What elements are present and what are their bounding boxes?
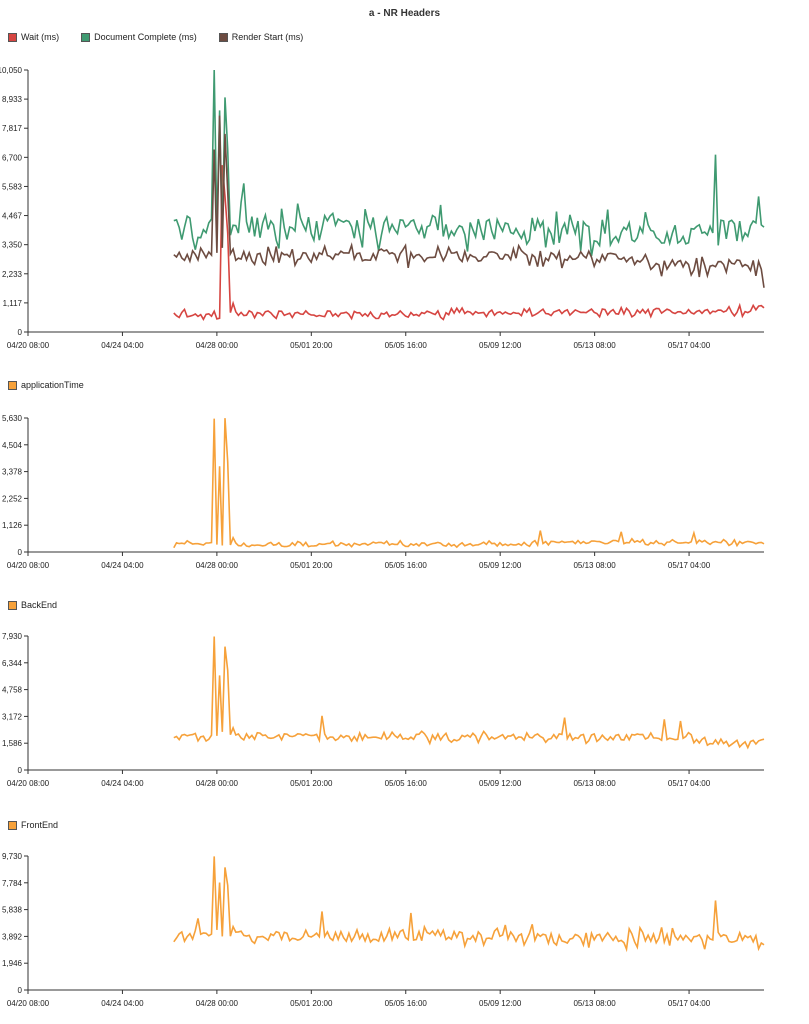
x-tick-label: 05/05 16:00 — [385, 779, 428, 788]
x-tick-label: 05/17 04:00 — [668, 561, 711, 570]
x-tick-label: 04/28 00:00 — [196, 779, 239, 788]
y-tick-label: 5,630 — [2, 414, 23, 423]
y-tick-label: 5,838 — [2, 906, 23, 915]
y-tick-label: 7,817 — [2, 124, 23, 133]
y-tick-label: 1,946 — [2, 959, 23, 968]
y-tick-label: 6,700 — [2, 153, 23, 162]
y-tick-label: 10,050 — [0, 66, 23, 75]
series-line-applicationtime — [173, 418, 765, 549]
legend-item-frontend[interactable]: FrontEnd — [8, 820, 58, 830]
chart-backend: 0 1,586 3,172 4,758 6,344 7,930 04/20 08:00 04/… — [2, 632, 765, 788]
x-tick-label: 04/24 04:00 — [101, 561, 144, 570]
backend-swatch-icon — [8, 600, 17, 610]
x-tick-label: 05/01 20:00 — [290, 561, 333, 570]
y-tick-label: 3,378 — [2, 468, 23, 477]
x-tick-label: 05/17 04:00 — [668, 341, 711, 350]
legend-item-render-start[interactable]: Render Start (ms) — [218, 32, 304, 42]
legend-item-document-complete[interactable]: Document Complete (ms) — [81, 32, 197, 42]
y-tick-label: 4,758 — [2, 686, 23, 695]
x-tick-label: 05/09 12:00 — [479, 999, 522, 1008]
y-tick-label: 7,930 — [2, 632, 23, 641]
x-tick-label: 05/09 12:00 — [479, 341, 522, 350]
legend-chart-3: BackEnd — [8, 598, 79, 612]
legend-item-application-time[interactable]: applicationTime — [8, 380, 84, 390]
series-line-backend — [173, 636, 765, 750]
y-tick-label: 5,583 — [2, 182, 23, 191]
y-tick-label: 3,350 — [2, 241, 23, 250]
document-complete-swatch-icon — [81, 32, 91, 42]
legend-item-wait[interactable]: Wait (ms) — [8, 32, 59, 42]
legend-label-wait: Wait (ms) — [21, 32, 60, 42]
y-tick-label: 1,126 — [2, 521, 23, 530]
x-tick-label: 05/09 12:00 — [479, 779, 522, 788]
y-tick-label: 1,586 — [2, 739, 23, 748]
series-line-frontend — [173, 856, 765, 953]
x-tick-label: 05/13 08:00 — [573, 561, 616, 570]
x-tick-label: 04/28 00:00 — [196, 561, 239, 570]
y-tick-label: 9,730 — [2, 852, 23, 861]
frontend-swatch-icon — [8, 820, 17, 830]
y-tick-label: 2,233 — [2, 270, 23, 279]
x-tick-label: 05/05 16:00 — [385, 999, 428, 1008]
x-tick-label: 05/13 08:00 — [573, 999, 616, 1008]
x-tick-label: 05/17 04:00 — [668, 779, 711, 788]
y-tick-label: 3,172 — [2, 712, 23, 721]
series-line-document-complete-ms — [173, 69, 765, 257]
application-time-swatch-icon — [8, 380, 17, 390]
x-tick-label: 05/01 20:00 — [290, 779, 333, 788]
legend-label-backend: BackEnd — [21, 600, 58, 610]
y-tick-label: 0 — [18, 548, 23, 557]
y-tick-label: 1,117 — [3, 299, 23, 308]
legend-chart-4: FrontEnd — [8, 818, 80, 832]
legend-label-application-time: applicationTime — [21, 380, 84, 390]
x-tick-label: 05/13 08:00 — [573, 341, 616, 350]
x-tick-label: 05/17 04:00 — [668, 999, 711, 1008]
y-tick-label: 4,504 — [2, 441, 23, 450]
y-tick-label: 7,784 — [2, 879, 23, 888]
y-tick-label: 2,252 — [2, 494, 23, 503]
x-tick-label: 05/13 08:00 — [573, 779, 616, 788]
y-tick-label: 3,892 — [2, 932, 23, 941]
wait-swatch-icon — [8, 32, 17, 42]
x-tick-label: 04/28 00:00 — [196, 999, 239, 1008]
y-tick-label: 8,933 — [2, 95, 23, 104]
chart-wait-document-render: 0 1,117 2,233 3,350 4,467 5,583 6,700 7,817 8,93… — [0, 66, 765, 350]
legend-chart-1: Wait (ms) Document Complete (ms) Render … — [8, 30, 325, 44]
legend-item-backend[interactable]: BackEnd — [8, 600, 57, 610]
x-tick-label: 05/01 20:00 — [290, 341, 333, 350]
x-tick-label: 04/24 04:00 — [101, 779, 144, 788]
x-tick-label: 04/20 08:00 — [7, 341, 50, 350]
x-tick-label: 04/20 08:00 — [7, 561, 50, 570]
legend-label-frontend: FrontEnd — [21, 820, 59, 830]
y-tick-label: 4,467 — [2, 212, 23, 221]
series-line-render-start-ms — [173, 115, 765, 288]
render-start-swatch-icon — [218, 32, 228, 42]
legend-label-render-start: Render Start (ms) — [231, 32, 304, 42]
chart-application-time: 0 1,126 2,252 3,378 4,504 5,630 04/20 08:00 04/… — [2, 414, 765, 570]
series-line-wait-ms — [173, 165, 765, 321]
x-tick-label: 05/09 12:00 — [479, 561, 522, 570]
y-tick-label: 0 — [18, 986, 23, 995]
legend-label-document-complete: Document Complete (ms) — [94, 32, 197, 42]
x-tick-label: 04/24 04:00 — [101, 341, 144, 350]
y-tick-label: 6,344 — [2, 659, 23, 668]
x-tick-label: 05/05 16:00 — [385, 561, 428, 570]
x-tick-label: 04/20 08:00 — [7, 999, 50, 1008]
x-tick-label: 05/05 16:00 — [385, 341, 428, 350]
x-tick-label: 04/28 00:00 — [196, 341, 239, 350]
y-tick-label: 0 — [18, 766, 23, 775]
x-tick-label: 04/24 04:00 — [101, 999, 144, 1008]
chart-frontend: 0 1,946 3,892 5,838 7,784 9,730 04/20 08:00 04/… — [2, 852, 765, 1008]
x-tick-label: 05/01 20:00 — [290, 999, 333, 1008]
x-tick-label: 04/20 08:00 — [7, 779, 50, 788]
legend-chart-2: applicationTime — [8, 378, 106, 392]
page-title: a - NR Headers — [368, 8, 441, 19]
y-tick-label: 0 — [18, 328, 23, 337]
